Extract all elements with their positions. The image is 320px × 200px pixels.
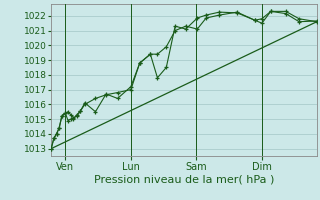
- X-axis label: Pression niveau de la mer( hPa ): Pression niveau de la mer( hPa ): [94, 174, 274, 184]
